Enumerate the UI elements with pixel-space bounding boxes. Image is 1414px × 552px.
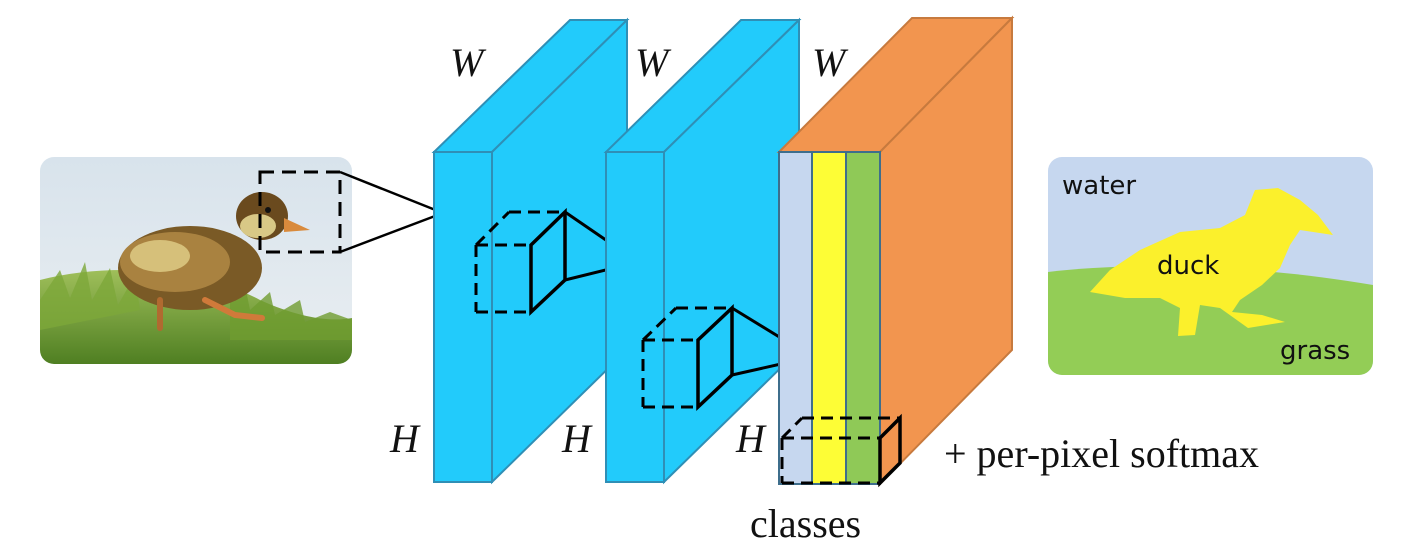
input-photo [40,157,352,364]
class-slice-3 [845,151,881,485]
softmax-label: + per-pixel softmax [944,431,1259,476]
class-slice-2 [811,151,847,485]
width-label-3: W [812,40,849,85]
height-label-2: H [561,416,593,461]
class-slice-1 [778,151,813,485]
width-label-1: W [450,40,487,85]
seg-label-water: water [1062,171,1136,201]
height-label-3: H [735,416,767,461]
height-label-1: H [389,416,421,461]
width-label-2: W [635,40,672,85]
pixel-cube-output [780,413,902,488]
segmentation-map [1048,157,1373,375]
feature-map-2 [603,17,802,485]
photo-receptive-box [258,170,342,254]
duck-silhouette [1090,188,1333,336]
output-block [776,15,1015,487]
classes-label: classes [750,501,861,546]
seg-label-duck: duck [1157,251,1219,281]
feature-map-1 [431,17,630,485]
seg-label-grass: grass [1280,336,1350,366]
